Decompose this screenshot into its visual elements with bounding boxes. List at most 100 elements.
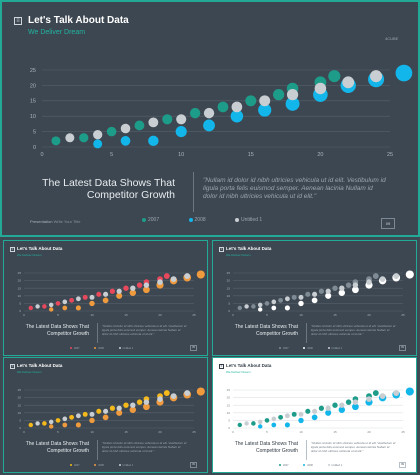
x-tick-label: 5: [57, 430, 59, 434]
point-2008: [311, 414, 318, 421]
thumb-page-number: 09: [399, 462, 406, 468]
thumbnail-yellow-variant[interactable]: ≡ Let's Talk About Data We Deliver Dream…: [3, 357, 208, 473]
point-untitled-1: [312, 291, 318, 297]
point-2007: [69, 414, 75, 420]
x-tick-label: 0: [232, 313, 234, 317]
point-untitled-1: [325, 288, 331, 294]
point-2008: [284, 305, 290, 311]
x-tick-label: 0: [23, 313, 25, 317]
main-slide[interactable]: ≡ Let's Talk About Data We Deliver Dream…: [0, 0, 420, 237]
y-tick-label: 15: [227, 286, 231, 290]
point-2008: [203, 119, 215, 132]
point-untitled-1: [75, 296, 81, 302]
thumb-headline-line1: The Latest Data Shows That: [25, 324, 89, 330]
y-tick-label: 20: [30, 83, 36, 89]
point-2008: [352, 403, 359, 411]
x-tick-label: 0: [40, 152, 43, 158]
point-2008: [116, 292, 123, 299]
point-untitled-1: [257, 302, 263, 308]
thumb-headline-line1: The Latest Data Shows That: [25, 441, 89, 447]
point-untitled-1: [244, 421, 249, 426]
thumb-divider: [97, 323, 98, 343]
point-2008: [148, 135, 159, 147]
point-2008: [230, 109, 244, 123]
x-tick-label: 10: [178, 152, 184, 158]
point-2007: [237, 305, 242, 311]
thumb-quote: "Nullam id dolor id nibh ultricies vehic…: [102, 441, 187, 453]
point-untitled-1: [157, 396, 163, 402]
y-tick-label: 25: [18, 271, 22, 275]
y-tick-label: 10: [227, 294, 231, 298]
point-2007: [69, 297, 75, 303]
thumbnail-gray-variant[interactable]: ≡ Let's Talk About Data We Deliver Dream…: [212, 240, 417, 356]
point-untitled-1: [203, 107, 215, 119]
point-untitled-1: [184, 390, 191, 396]
point-untitled-1: [48, 302, 54, 308]
point-2007: [123, 285, 129, 291]
point-2007: [96, 408, 102, 414]
chart-legend: 2007 2008 Untitled 1: [142, 217, 262, 223]
thumb-legend-untitled: Untitled 1: [327, 347, 342, 350]
point-2008: [49, 307, 54, 312]
y-tick-label: 15: [30, 99, 36, 105]
point-2007: [251, 304, 256, 309]
point-untitled-1: [352, 399, 359, 405]
point-2008: [298, 300, 304, 307]
point-2007: [163, 390, 170, 396]
thumb-scatter-chart: 0 5 10 15 20 25 0 5 10 15 20 25: [18, 387, 205, 434]
thumb-scatter-chart: 0 5 10 15 20 25 0 5 10 15 20 25: [227, 387, 414, 434]
point-2007: [305, 408, 311, 414]
point-2007: [318, 288, 325, 294]
thumbnail-light-variant[interactable]: ≡ Let's Talk About Data We Deliver Dream…: [212, 357, 417, 473]
thumb-scatter-chart: 0 5 10 15 20 25 0 5 10 15 20 25: [18, 270, 205, 317]
thumb-legend-2007: 2007: [279, 464, 289, 467]
point-2008: [405, 387, 414, 396]
point-2007: [372, 273, 379, 279]
point-untitled-1: [75, 413, 81, 419]
point-untitled-1: [298, 411, 304, 417]
point-2008: [120, 135, 131, 146]
x-tick-label: 20: [367, 430, 371, 434]
thumb-divider: [97, 440, 98, 460]
point-2008: [196, 270, 205, 279]
point-untitled-1: [370, 70, 383, 83]
slide-title: Let's Talk About Data: [28, 15, 129, 26]
thumb-legend-2007: 2007: [70, 347, 80, 350]
point-untitled-1: [62, 416, 68, 422]
legend-item-2008: 2008: [188, 217, 206, 223]
point-2007: [332, 285, 338, 291]
thumb-page-number: 09: [190, 345, 197, 351]
thumb-page-number: 09: [190, 462, 197, 468]
footer-label: Presentation Write Your Title: [30, 219, 80, 224]
corner-label: 4CUBE: [385, 36, 399, 41]
thumb-divider: [306, 323, 307, 343]
point-2008: [49, 424, 54, 429]
y-tick-label: 0: [19, 309, 21, 313]
point-untitled-1: [271, 299, 277, 305]
point-untitled-1: [393, 273, 400, 279]
point-2007: [55, 301, 61, 306]
point-untitled-1: [379, 276, 386, 282]
point-untitled-1: [48, 419, 54, 425]
y-tick-label: 25: [227, 388, 231, 392]
slide-menu-icon[interactable]: ≡: [14, 17, 22, 25]
thumbnail-red-variant[interactable]: ≡ Let's Talk About Data We Deliver Dream…: [3, 240, 208, 356]
x-tick-label: 0: [232, 430, 234, 434]
quote-text: "Nullam id dolor id nibh ultricies vehic…: [203, 177, 386, 201]
point-untitled-1: [116, 288, 122, 294]
x-tick-label: 20: [158, 313, 162, 317]
point-untitled-1: [35, 421, 40, 426]
legend-item-2007: 2007: [142, 217, 159, 223]
x-tick-label: 15: [124, 430, 128, 434]
y-tick-label: 25: [30, 68, 36, 74]
point-untitled-1: [184, 273, 191, 279]
point-2007: [162, 114, 173, 125]
point-2007: [318, 405, 325, 411]
footer-presentation: Presentation: [30, 219, 53, 224]
point-untitled-1: [352, 282, 359, 288]
point-2007: [251, 421, 256, 426]
point-untitled-1: [339, 285, 345, 291]
x-tick-label: 10: [90, 430, 94, 434]
point-2008: [89, 417, 95, 424]
y-tick-label: 10: [30, 114, 36, 120]
